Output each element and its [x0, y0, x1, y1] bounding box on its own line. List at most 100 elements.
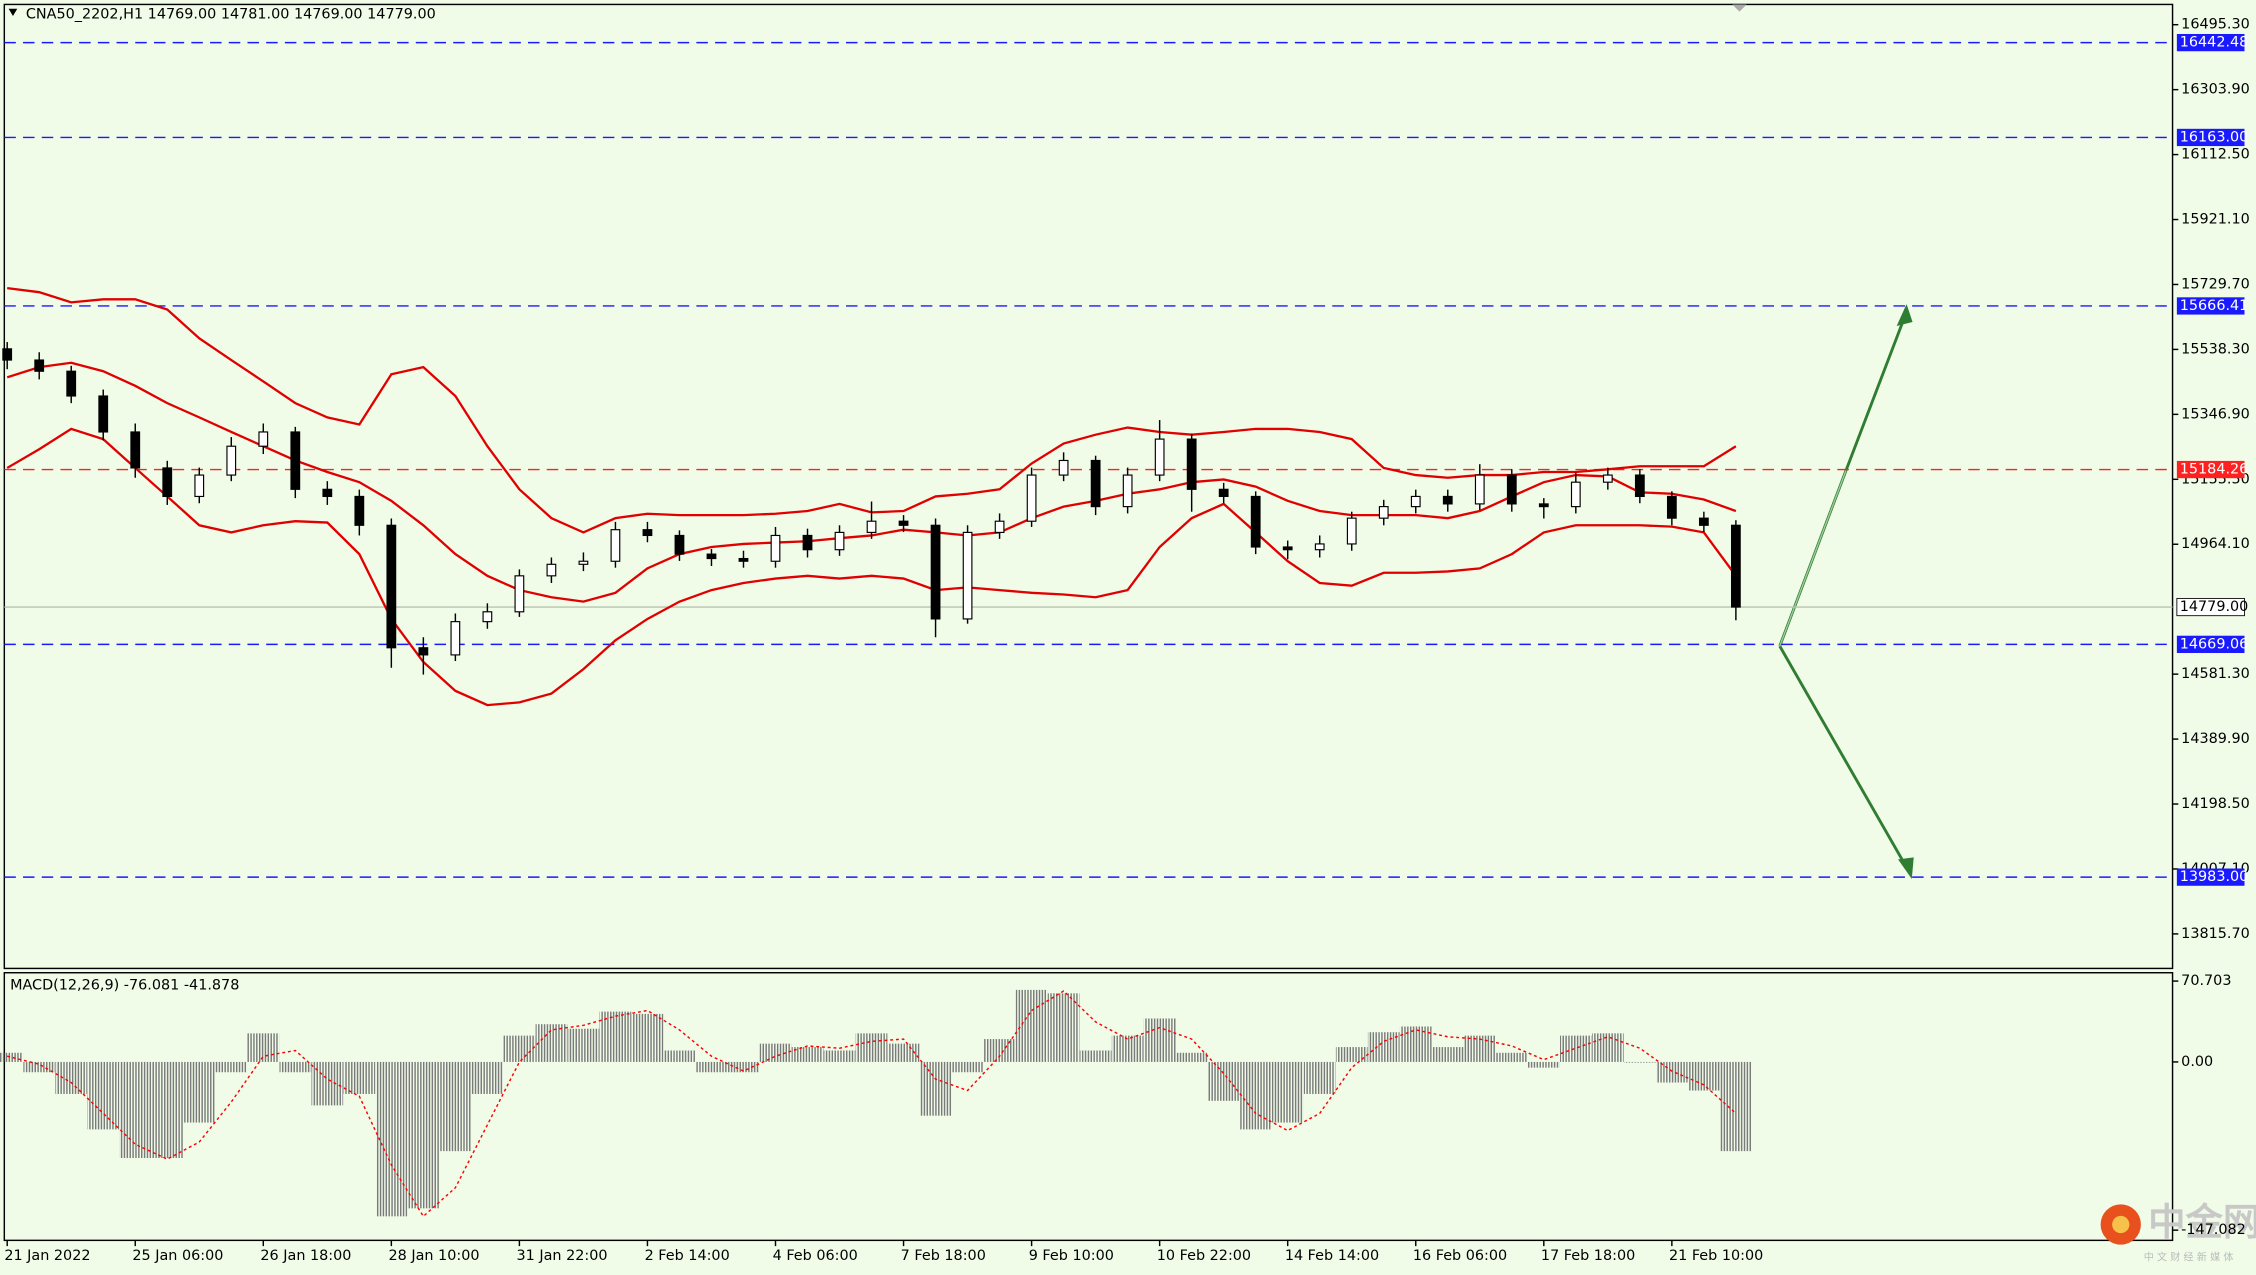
macd-bar [407, 1061, 440, 1209]
candle-body [1634, 474, 1645, 498]
macd-bar [375, 1061, 408, 1217]
macd-bar [1175, 1052, 1208, 1062]
candle-body [514, 575, 525, 613]
y-tick-label: 14389.90 [2181, 731, 2250, 747]
last-price-box [2176, 597, 2245, 617]
x-tick-label: 31 Jan 22:00 [517, 1248, 608, 1264]
candle-body [1122, 474, 1133, 508]
macd-bar [0, 1052, 24, 1062]
candle-body [290, 431, 301, 490]
y-tick-label: -147.082 [2181, 1222, 2246, 1238]
candle-body [226, 445, 237, 476]
candle-body [642, 529, 653, 537]
level-label-box [2176, 297, 2245, 315]
candle-body [1186, 438, 1197, 490]
macd-bar [919, 1061, 952, 1116]
macd-bar [1303, 1061, 1336, 1094]
candle-body [546, 563, 557, 577]
macd-bar [55, 1061, 88, 1094]
watermark-logo: 中金网 [2148, 1200, 2256, 1244]
macd-bar [663, 1050, 696, 1062]
candle-body [802, 534, 813, 551]
candle-body [1378, 506, 1389, 519]
macd-bar [695, 1061, 728, 1073]
candle-body [2, 348, 13, 361]
macd-bar [1431, 1047, 1464, 1062]
macd-bar [1495, 1052, 1528, 1062]
y-tick-label: 14964.10 [2181, 536, 2250, 552]
candle-body [34, 359, 45, 372]
macd-bar [759, 1043, 792, 1062]
macd-bar [1079, 1050, 1112, 1062]
watermark-tagline: 中 文 财 经 新 媒 体 [2144, 1251, 2234, 1264]
candle-body [1730, 524, 1741, 608]
level-label-box [2176, 33, 2245, 52]
level-label-box [2176, 868, 2245, 886]
macd-bar [279, 1061, 312, 1073]
macd-bar [1271, 1061, 1304, 1123]
candle-body [1474, 474, 1485, 505]
main-panel [3, 3, 2174, 970]
macd-bar [23, 1061, 56, 1073]
arrow-down-head [1898, 857, 1914, 879]
candle-body [1698, 517, 1709, 526]
candle-body [1250, 495, 1261, 548]
candle-body [770, 534, 781, 562]
macd-bar [1239, 1061, 1272, 1130]
y-tick-label: 15921.10 [2181, 212, 2250, 228]
candle-body [194, 474, 205, 498]
level-label-box [2176, 635, 2245, 653]
level-label: 14669.06 [2180, 636, 2249, 652]
macd-bar [503, 1035, 536, 1062]
watermark: 中金网 中 文 财 经 新 媒 体 [2100, 1200, 2256, 1264]
candle-body [1154, 438, 1165, 476]
macd-bar [1463, 1035, 1496, 1062]
macd-bar [599, 1011, 632, 1062]
macd-bar [439, 1061, 472, 1152]
macd-bar [1207, 1061, 1240, 1101]
x-tick-label: 14 Feb 14:00 [1285, 1248, 1379, 1264]
candle-body [578, 560, 589, 565]
x-tick-label: 17 Feb 18:00 [1541, 1248, 1635, 1264]
candle-body [1442, 495, 1453, 505]
candle-body [1090, 459, 1101, 508]
candle-body [66, 370, 77, 397]
y-tick-label: 14198.50 [2181, 796, 2250, 812]
macd-bar [1399, 1026, 1432, 1062]
level-label: 16442.48 [2180, 35, 2249, 51]
macd-bar [1720, 1061, 1752, 1152]
macd-bar [823, 1050, 856, 1062]
candle-body [354, 495, 365, 526]
logo-inner [2112, 1215, 2130, 1234]
candle-body [898, 520, 909, 526]
macd-bar [183, 1061, 216, 1123]
y-tick-label: 70.703 [2181, 973, 2231, 989]
x-tick-label: 7 Feb 18:00 [901, 1248, 986, 1264]
macd-bar [983, 1039, 1016, 1062]
macd-bar [343, 1061, 376, 1094]
y-tick-label: 0.00 [2181, 1054, 2213, 1070]
macd-bar [215, 1061, 248, 1073]
x-tick-label: 21 Jan 2022 [4, 1248, 90, 1264]
candle-body [866, 520, 877, 533]
candle-body [1282, 546, 1293, 551]
candle-body [962, 531, 973, 620]
macd-bar [1335, 1047, 1368, 1062]
candle-body [162, 467, 173, 498]
candle-body [450, 621, 461, 656]
candle-body [1314, 543, 1325, 551]
macd-bar [631, 1013, 664, 1062]
x-tick-label: 4 Feb 06:00 [773, 1248, 858, 1264]
candle-body [610, 529, 621, 562]
candle-body [1666, 495, 1677, 519]
macd-bar [1656, 1061, 1688, 1083]
candle-body [1570, 481, 1581, 508]
last-price-label: 14779.00 [2180, 599, 2249, 615]
macd-bar [855, 1033, 888, 1062]
candle-body [482, 611, 493, 623]
candle-body [258, 431, 269, 447]
candle-body [994, 520, 1005, 533]
candle-body [1410, 495, 1421, 508]
